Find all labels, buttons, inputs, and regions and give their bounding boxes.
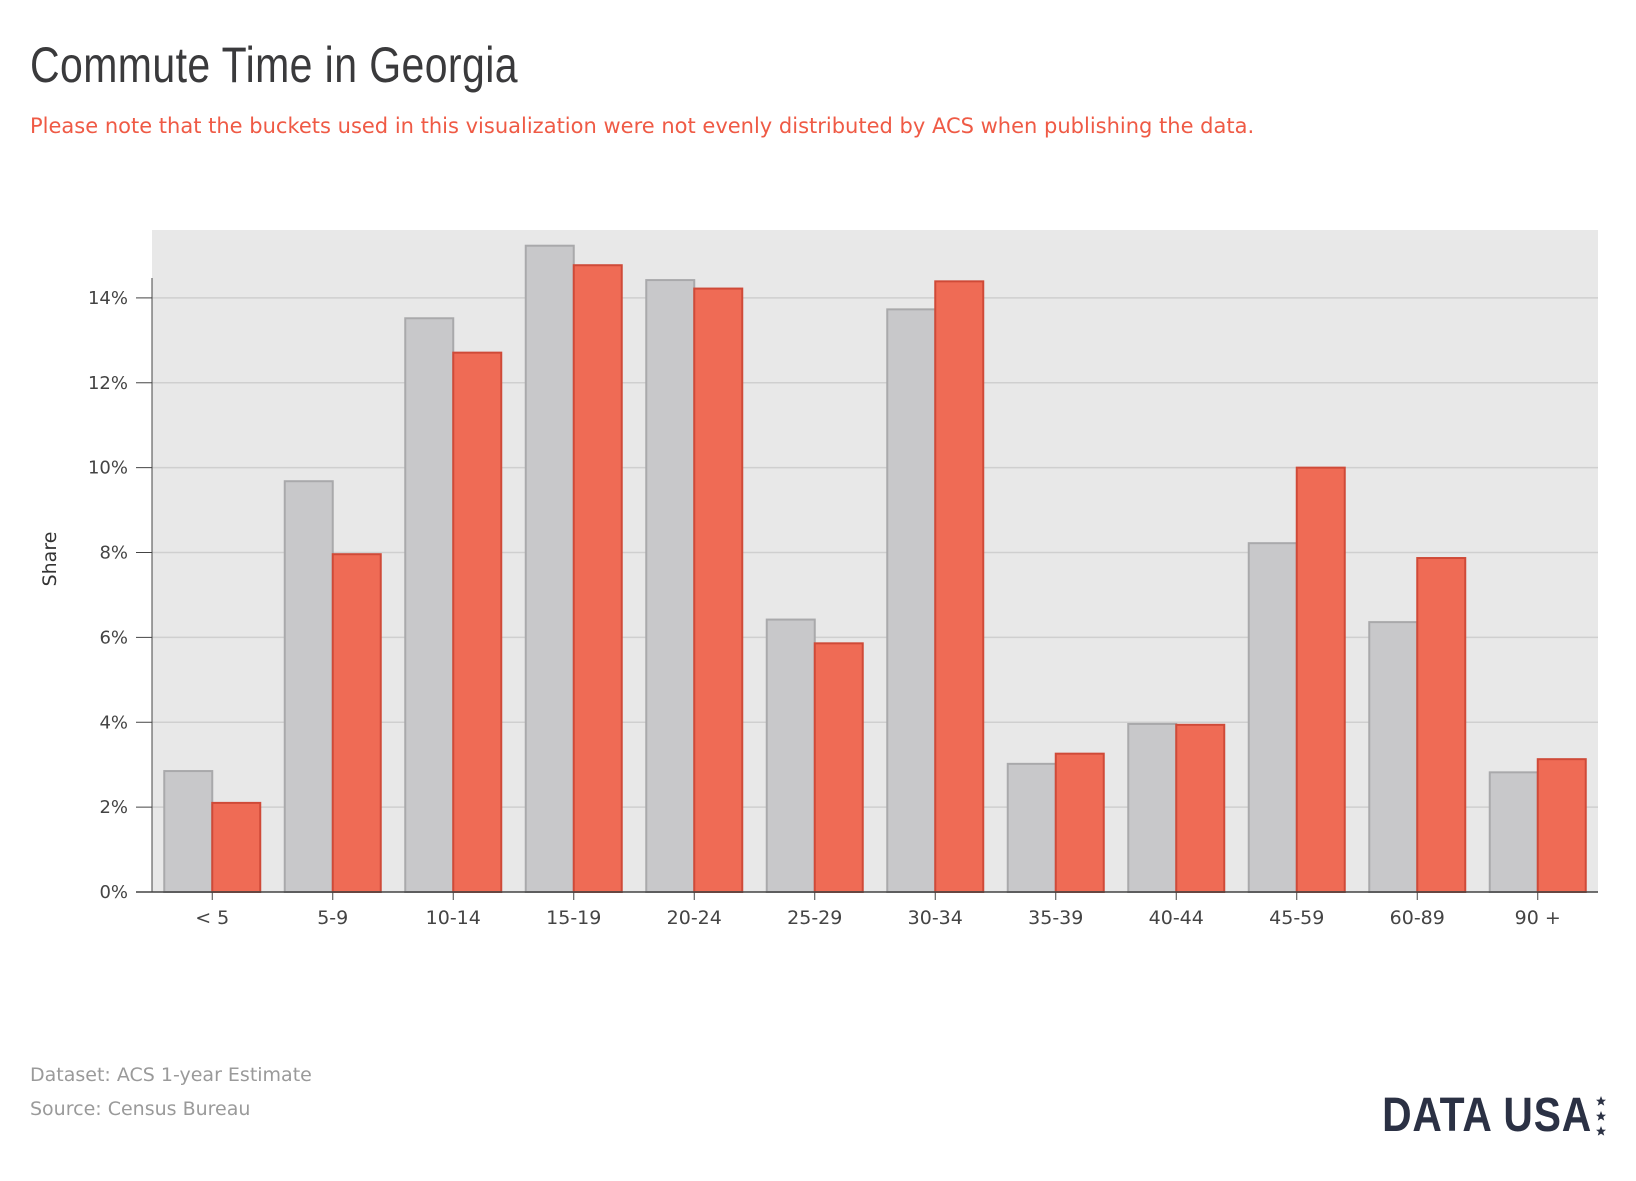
bar-series-1-1 — [283, 480, 334, 893]
x-tick-label: 5-9 — [317, 907, 348, 929]
y-tick-label: 2% — [99, 797, 128, 818]
bar-series-1-5 — [765, 618, 816, 893]
y-tick-label: 14% — [88, 288, 128, 309]
bar-series-2-2 — [452, 351, 503, 893]
y-axis-label: Share — [39, 532, 61, 587]
bar-series-2-10 — [1416, 557, 1467, 893]
bar-series-2-6 — [934, 280, 985, 894]
bar-series-1-10 — [1368, 621, 1419, 893]
y-tick-label: 0% — [99, 882, 128, 903]
bar-series-2-4 — [693, 287, 744, 893]
x-tick-label: < 5 — [195, 907, 229, 929]
x-tick-label: 25-29 — [787, 907, 842, 929]
bar-series-1-6 — [886, 308, 937, 894]
bar-series-1-9 — [1247, 542, 1298, 894]
logo-text: DATA USA — [1381, 1089, 1592, 1142]
plot-background — [152, 230, 1598, 892]
bar-series-1-3 — [524, 244, 575, 893]
dataset-label: Dataset: ACS 1-year Estimate — [30, 1064, 312, 1086]
y-tick-label: 4% — [99, 712, 128, 733]
x-tick-label: 35-39 — [1028, 907, 1083, 929]
bar-series-2-8 — [1175, 723, 1226, 893]
bar-series-1-11 — [1488, 771, 1539, 893]
source-label: Source: Census Bureau — [30, 1098, 251, 1120]
bar-series-2-3 — [572, 264, 623, 893]
commute-bar-chart: 0% 2% 4% 6% 8% 10% 12% 14% Share < 5 5-9 10-14 15-19… — [39, 230, 1598, 929]
chart-note: Please note that the buckets used in thi… — [30, 114, 1255, 138]
bar-series-1-2 — [404, 317, 455, 893]
x-tick-label: 20-24 — [667, 907, 722, 929]
x-tick-label: 40-44 — [1149, 907, 1204, 929]
x-tick-label: 10-14 — [426, 907, 481, 929]
chart-title: Commute Time in Georgia — [30, 37, 518, 93]
x-tick-label: 30-34 — [908, 907, 963, 929]
data-usa-logo: DATA USA — [1345, 1088, 1608, 1143]
bar-series-1-4 — [645, 279, 696, 894]
x-tick-label: 90 + — [1515, 907, 1561, 929]
x-tick-label: 45-59 — [1269, 907, 1324, 929]
y-tick-label: 10% — [88, 458, 128, 479]
bar-series-2-5 — [813, 642, 864, 893]
bar-series-1-8 — [1127, 722, 1178, 894]
x-tick-label: 15-19 — [546, 907, 601, 929]
bar-series-2-1 — [331, 553, 382, 893]
bar-series-2-11 — [1536, 758, 1587, 894]
bar-series-2-7 — [1054, 752, 1105, 894]
bar-series-2-9 — [1295, 466, 1346, 893]
bar-series-1-0 — [163, 770, 214, 893]
y-tick-label: 12% — [88, 373, 128, 394]
bar-series-2-0 — [211, 801, 262, 894]
y-tick-label: 6% — [99, 627, 128, 648]
x-tick-label: 60-89 — [1390, 907, 1445, 929]
stars-icon — [1596, 1095, 1606, 1136]
bar-series-1-7 — [1006, 762, 1057, 893]
y-tick-label: 8% — [99, 543, 128, 564]
